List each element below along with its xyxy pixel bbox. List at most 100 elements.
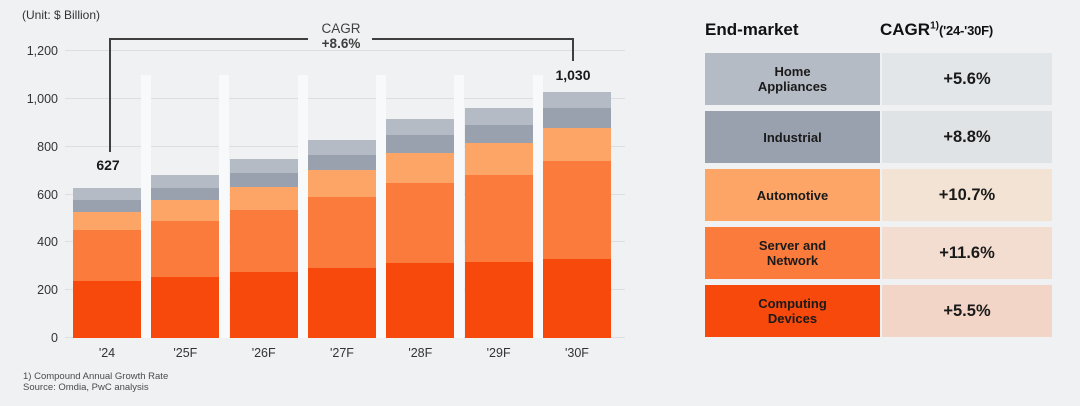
y-tick-label-400: 400 [37, 235, 58, 250]
stacked-bar-26F [229, 159, 298, 338]
table-header-cagr: CAGR1)('24-'30F) [880, 20, 1052, 40]
row-value-cell: +10.7% [882, 169, 1052, 221]
row-value-cell: +8.8% [882, 111, 1052, 163]
bar-segment-computing-devices [151, 277, 220, 338]
x-tick-label-27F: '27F [330, 346, 354, 360]
row-label-cell: Automotive [705, 169, 880, 221]
row-label-cell: Server and Network [705, 227, 880, 279]
bar-segment-industrial [151, 187, 220, 201]
bar-segment-server-and-network [229, 209, 298, 273]
total-label-first: 627 [96, 157, 120, 173]
cagr-bracket-line-left [110, 38, 308, 40]
row-label-text: Industrial [763, 129, 822, 145]
cagr-bracket-drop-right [572, 38, 574, 61]
footnote-source: Source: Omdia, PwC analysis [23, 382, 149, 393]
chart-plot-area [65, 45, 625, 338]
y-tick-label-1200: 1,200 [26, 44, 58, 59]
unit-label: (Unit: $ Billion) [22, 8, 101, 22]
x-tick-label-26F: '26F [251, 346, 276, 360]
bar-segment-home-appliances [151, 174, 220, 188]
bar-segment-automotive [386, 152, 455, 183]
cagr-annotation-title: CAGR [321, 21, 361, 36]
table-row-server-and-network: Server and Network +11.6% [705, 227, 1052, 279]
footnote-cagr-definition: 1) Compound Annual Growth Rate [23, 371, 169, 382]
bar-segment-server-and-network [73, 230, 141, 282]
cagr-annotation-value: +8.6% [321, 36, 361, 51]
bar-segment-home-appliances [386, 118, 455, 135]
table-header-cagr-text: CAGR [880, 20, 931, 39]
x-tick-label-29F: '29F [486, 346, 511, 360]
end-market-table: Home Appliances +5.6% Industrial +8.8% Autom… [705, 53, 1052, 343]
row-label-cell: Home Appliances [705, 53, 880, 105]
table-header-end-market: End-market [705, 20, 799, 39]
bar-segment-computing-devices [73, 281, 141, 338]
table-row-industrial: Industrial +8.8% [705, 111, 1052, 163]
stacked-bar-29F [464, 107, 533, 338]
bar-segment-industrial [307, 154, 376, 171]
table-header: End-market CAGR1)('24-'30F) [705, 20, 1052, 46]
row-label-cell: Computing Devices [705, 285, 880, 337]
bar-gap-stripe [375, 75, 386, 338]
bar-segment-home-appliances [229, 159, 298, 174]
y-tick-label-0: 0 [51, 331, 58, 345]
bar-segment-server-and-network [151, 220, 220, 278]
bar-segment-automotive [151, 200, 220, 221]
bar-segment-computing-devices [229, 272, 298, 338]
row-value-cell: +5.6% [882, 53, 1052, 105]
bar-segment-automotive [464, 143, 533, 175]
x-tick-label-30F: '30F [565, 346, 589, 360]
row-value-cell: +5.5% [882, 285, 1052, 337]
row-value-cell: +11.6% [882, 227, 1052, 279]
bar-gap-stripe [219, 75, 230, 338]
table-header-cagr-range: ('24-'30F) [938, 23, 993, 38]
bar-segment-computing-devices [542, 259, 611, 338]
row-label-text: Server and Network [758, 238, 827, 268]
bar-segment-home-appliances [542, 91, 611, 109]
table-row-computing-devices: Computing Devices +5.5% [705, 285, 1052, 337]
bar-segment-industrial [542, 108, 611, 128]
bar-segment-industrial [386, 134, 455, 153]
table-header-cagr-footnote-ref: 1) [930, 20, 939, 32]
bar-segment-server-and-network [542, 161, 611, 260]
bar-segment-industrial [73, 200, 141, 212]
gridline-1000 [65, 98, 625, 99]
stacked-bar-27F [307, 139, 376, 338]
cagr-bracket-drop-left [109, 38, 111, 152]
row-label-text: Home Appliances [757, 64, 828, 94]
bar-segment-server-and-network [464, 174, 533, 262]
bar-gap-stripe [297, 75, 308, 338]
table-row-home-appliances: Home Appliances +5.6% [705, 53, 1052, 105]
bar-segment-home-appliances [73, 188, 141, 201]
footnotes: 1) Compound Annual Growth Rate Source: O… [23, 371, 168, 393]
bar-segment-computing-devices [464, 261, 533, 338]
bar-gap-stripe [532, 75, 543, 338]
bar-gap-stripe [454, 75, 465, 338]
stacked-bar-30F [542, 91, 611, 338]
bar-segment-home-appliances [307, 139, 376, 155]
stacked-bar-28F [386, 118, 455, 338]
row-label-text: Computing Devices [758, 296, 827, 326]
bar-gap-stripe [141, 75, 151, 338]
y-tick-label-600: 600 [37, 187, 58, 202]
bar-segment-server-and-network [307, 196, 376, 268]
x-tick-label-25F: '25F [173, 346, 198, 360]
bar-segment-automotive [73, 211, 141, 231]
table-row-automotive: Automotive +10.7% [705, 169, 1052, 221]
bar-segment-computing-devices [386, 263, 455, 338]
x-tick-label-28F: '28F [408, 346, 433, 360]
x-tick-label-24: '24 [98, 346, 116, 360]
y-tick-label-800: 800 [37, 139, 58, 154]
bar-segment-automotive [307, 170, 376, 197]
bar-segment-automotive [229, 186, 298, 210]
y-tick-label-200: 200 [37, 283, 58, 298]
bar-segment-server-and-network [386, 182, 455, 264]
bar-segment-home-appliances [464, 107, 533, 125]
y-tick-label-1000: 1,000 [26, 92, 58, 106]
bar-segment-computing-devices [307, 267, 376, 338]
cagr-annotation: CAGR +8.6% [306, 21, 376, 51]
bar-segment-industrial [464, 124, 533, 144]
total-label-last: 1,030 [555, 67, 591, 83]
row-label-text: Automotive [756, 187, 829, 203]
gridline-1200 [65, 50, 625, 52]
